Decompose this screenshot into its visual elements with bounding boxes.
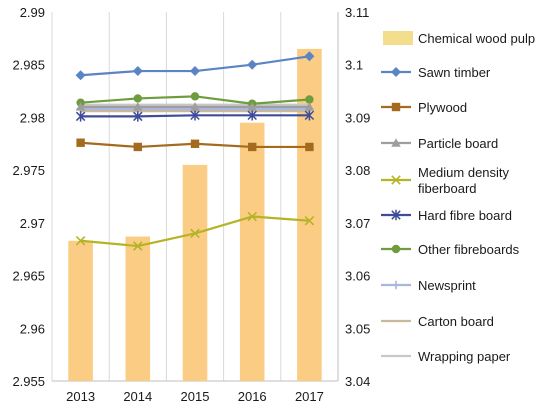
series-medium-density-fiberboard	[75, 211, 315, 251]
left-tick-label: 2.97	[20, 216, 45, 231]
bar-chemical-wood-pulp	[239, 122, 265, 381]
legend-marker	[391, 244, 401, 254]
legend-item-particle-board: Particle board	[381, 136, 498, 151]
point-particle-board	[75, 102, 86, 111]
series-plywood	[76, 138, 314, 152]
point-medium-density-fiberboard	[247, 211, 257, 222]
right-tick-label: 3.11	[345, 5, 369, 20]
point-particle-board	[133, 102, 143, 111]
legend-marker	[391, 138, 401, 147]
x-tick-label: 2016	[238, 389, 267, 404]
point-plywood	[248, 142, 257, 152]
point-particle-board	[247, 102, 257, 111]
legend-swatch	[383, 31, 413, 45]
legend-item-chemical-wood-pulp: Chemical wood pulp	[383, 31, 535, 46]
left-tick-label: 2.965	[12, 269, 45, 284]
point-hard-fibre-board	[247, 110, 257, 121]
point-plywood	[133, 142, 142, 152]
point-other-fibreboards	[305, 95, 314, 104]
point-hard-fibre-board	[75, 111, 86, 122]
point-medium-density-fiberboard	[75, 236, 86, 246]
legend-item-wrapping-paper: Wrapping paper	[381, 349, 511, 364]
left-axis: 2.955 2.96 2.965 2.97 2.975 2.98 2.985 2.99	[12, 5, 45, 389]
point-sawn-timber	[132, 66, 143, 77]
series-hard-fibre-board	[75, 110, 315, 122]
bar-chemical-wood-pulp	[125, 236, 151, 381]
right-tick-label: 3.09	[345, 110, 370, 125]
point-sawn-timber	[75, 70, 86, 81]
left-tick-label: 2.955	[12, 374, 45, 389]
legend-marker	[391, 280, 401, 290]
legend-label: Hard fibre board	[418, 208, 512, 223]
legend-label: Particle board	[418, 136, 498, 151]
legend: Chemical wood pulp Sawn timber Plywood Part…	[381, 31, 535, 364]
left-tick-label: 2.98	[20, 110, 45, 125]
legend-label: Medium density fiberboard	[418, 165, 510, 196]
right-tick-label: 3.04	[345, 374, 370, 389]
right-tick-label: 3.07	[345, 216, 370, 231]
legend-item-medium-density-fiberboard: Medium density fiberboard	[381, 165, 510, 196]
point-medium-density-fiberboard	[190, 228, 200, 239]
point-sawn-timber	[190, 66, 200, 77]
bar-chemical-wood-pulp	[68, 240, 93, 381]
x-tick-label: 2014	[123, 389, 152, 404]
right-tick-label: 3.08	[345, 163, 370, 178]
point-plywood	[190, 139, 200, 148]
x-tick-label: 2017	[295, 389, 324, 404]
left-tick-label: 2.975	[12, 163, 45, 178]
point-sawn-timber	[247, 59, 258, 70]
right-tick-label: 3.1	[345, 58, 363, 73]
x-axis: 2013 2014 2015 2016 2017	[66, 389, 324, 404]
point-hard-fibre-board	[133, 111, 143, 122]
bar-chemical-wood-pulp	[182, 164, 208, 381]
legend-marker	[391, 102, 401, 112]
legend-marker	[391, 67, 401, 77]
series-sawn-timber	[75, 51, 315, 81]
x-tick-label: 2015	[181, 389, 210, 404]
legend-item-sawn-timber: Sawn timber	[381, 65, 491, 80]
point-other-fibreboards	[190, 92, 200, 101]
point-medium-density-fiberboard	[304, 215, 315, 226]
point-medium-density-fiberboard	[133, 241, 143, 251]
point-other-fibreboards	[133, 94, 142, 103]
legend-label: Wrapping paper	[418, 349, 511, 364]
series-particle-board	[75, 102, 315, 111]
legend-item-carton-board: Carton board	[381, 314, 494, 329]
legend-label: Newsprint	[418, 278, 476, 293]
legend-marker	[391, 209, 401, 221]
legend-label: Chemical wood pulp	[418, 31, 535, 46]
point-plywood	[305, 142, 314, 152]
legend-label: Carton board	[418, 314, 494, 329]
legend-label: Other fibreboards	[418, 242, 520, 257]
legend-label: Sawn timber	[418, 65, 491, 80]
line-series	[75, 51, 315, 251]
legend-item-other-fibreboards: Other fibreboards	[381, 242, 520, 257]
legend-item-plywood: Plywood	[381, 100, 467, 115]
point-particle-board	[190, 102, 200, 111]
left-tick-label: 2.99	[20, 5, 45, 20]
point-particle-board	[304, 102, 315, 111]
series-other-fibreboards	[76, 92, 314, 108]
right-axis: 3.04 3.05 3.06 3.07 3.08 3.09 3.1 3.11	[345, 5, 370, 389]
x-tick-label: 2013	[66, 389, 95, 404]
point-plywood	[76, 138, 85, 147]
right-tick-label: 3.06	[345, 269, 370, 284]
left-tick-label: 2.96	[20, 321, 45, 336]
right-tick-label: 3.05	[345, 321, 370, 336]
legend-item-newsprint: Newsprint	[381, 278, 476, 293]
legend-item-hard-fibre-board: Hard fibre board	[381, 208, 512, 223]
point-hard-fibre-board	[190, 110, 200, 121]
legend-marker	[391, 175, 401, 185]
left-tick-label: 2.985	[12, 58, 45, 73]
bar-series	[68, 48, 322, 382]
point-hard-fibre-board	[304, 110, 315, 121]
point-sawn-timber	[304, 51, 315, 62]
legend-label: Plywood	[418, 100, 467, 115]
